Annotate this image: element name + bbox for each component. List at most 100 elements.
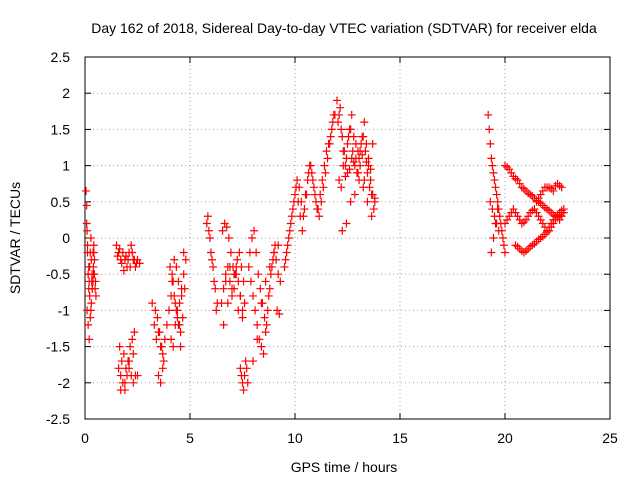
data-point xyxy=(524,189,533,198)
data-point xyxy=(509,172,518,181)
data-point xyxy=(275,310,284,319)
data-point xyxy=(259,349,268,358)
data-point xyxy=(513,212,522,221)
data-point xyxy=(489,234,498,242)
data-point xyxy=(360,118,369,127)
data-point xyxy=(176,342,185,351)
data-point xyxy=(325,139,334,148)
data-point xyxy=(240,299,249,308)
data-point xyxy=(549,219,558,228)
data-point xyxy=(501,161,509,170)
data-point xyxy=(553,212,562,221)
data-point xyxy=(310,190,319,199)
data-point xyxy=(507,168,516,177)
data-point xyxy=(511,208,520,217)
data-point xyxy=(294,197,303,206)
data-point xyxy=(346,197,355,206)
data-point xyxy=(82,201,91,210)
x-tick-label: 20 xyxy=(497,430,513,446)
data-point xyxy=(225,262,234,271)
data-point xyxy=(168,270,177,279)
data-point xyxy=(156,378,165,387)
data-point xyxy=(538,201,547,210)
data-point xyxy=(179,248,188,257)
data-point xyxy=(488,161,497,170)
data-point xyxy=(300,205,309,214)
data-point xyxy=(226,248,235,257)
data-point xyxy=(509,205,518,214)
data-point xyxy=(538,186,547,195)
data-point xyxy=(296,212,305,221)
data-point xyxy=(171,320,180,329)
data-point xyxy=(151,306,160,315)
data-point xyxy=(339,161,348,170)
data-point xyxy=(364,154,373,163)
y-tick-label: 2.5 xyxy=(51,49,71,65)
data-point xyxy=(270,248,278,257)
data-point xyxy=(490,212,499,221)
data-point xyxy=(555,210,564,219)
data-point xyxy=(347,110,356,119)
data-point xyxy=(85,335,94,344)
data-point xyxy=(232,270,241,279)
data-point xyxy=(256,284,265,293)
data-point xyxy=(306,161,315,170)
data-point xyxy=(356,161,365,170)
data-point xyxy=(205,234,214,242)
data-point xyxy=(355,176,364,185)
data-point xyxy=(557,208,566,217)
data-point xyxy=(84,262,93,271)
data-point xyxy=(522,247,530,256)
data-point xyxy=(126,342,135,351)
data-point xyxy=(244,262,253,271)
data-point xyxy=(288,205,297,214)
data-point xyxy=(251,306,260,315)
data-point xyxy=(486,197,495,206)
data-point xyxy=(221,270,230,279)
data-point xyxy=(132,259,141,268)
data-point xyxy=(87,277,96,286)
data-point xyxy=(274,241,283,250)
data-point xyxy=(257,299,266,308)
data-point xyxy=(291,190,299,199)
data-point xyxy=(133,371,142,380)
data-point xyxy=(239,277,248,286)
data-point xyxy=(302,190,311,199)
data-point xyxy=(484,110,493,119)
data-point xyxy=(263,306,272,315)
data-point xyxy=(503,215,512,224)
data-point xyxy=(283,241,292,250)
data-point xyxy=(364,161,373,170)
data-point xyxy=(492,190,501,199)
data-point xyxy=(222,223,231,232)
data-point xyxy=(342,219,351,228)
data-point xyxy=(202,219,211,228)
data-point xyxy=(173,306,182,315)
data-point xyxy=(115,342,124,351)
data-point xyxy=(499,241,508,250)
data-point xyxy=(547,208,556,217)
data-point xyxy=(212,306,221,315)
y-tick-label: -1 xyxy=(58,302,71,318)
data-point xyxy=(346,125,355,134)
data-point xyxy=(219,320,228,329)
data-point xyxy=(86,313,95,322)
data-point xyxy=(345,165,354,174)
data-point xyxy=(532,197,541,206)
data-point xyxy=(526,190,535,199)
data-point xyxy=(209,262,218,271)
data-point xyxy=(273,306,282,315)
data-point xyxy=(181,255,190,264)
data-point xyxy=(280,262,289,271)
data-point xyxy=(276,277,285,286)
data-point xyxy=(334,118,343,127)
data-point xyxy=(368,139,377,148)
data-point xyxy=(505,165,514,174)
data-point xyxy=(243,378,252,387)
x-tick-label: 5 xyxy=(186,430,194,446)
data-point xyxy=(540,203,549,212)
data-point xyxy=(86,306,95,315)
data-point xyxy=(513,242,522,251)
data-point xyxy=(282,248,291,257)
